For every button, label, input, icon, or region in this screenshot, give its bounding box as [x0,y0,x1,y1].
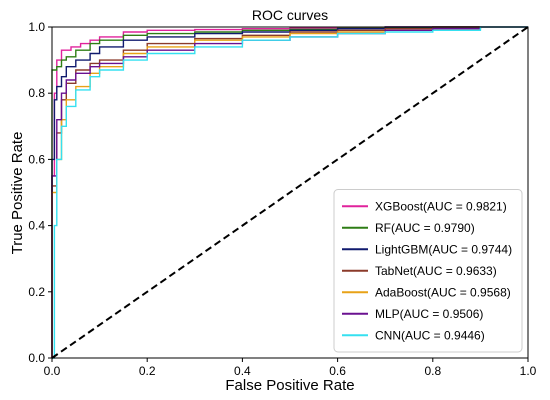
y-tick-label: 0.4 [28,219,45,233]
x-tick-label: 0.2 [139,364,156,378]
legend-label: CNN(AUC = 0.9446) [375,328,485,342]
roc-curve-3 [51,26,528,358]
y-axis-label: True Positive Rate [9,132,26,255]
roc-curve-2 [51,26,528,358]
legend-label: RF(AUC = 0.9790) [375,221,475,235]
y-tick-label: 0.2 [28,285,45,299]
chart-title: ROC curves [252,7,328,23]
legend-label: TabNet(AUC = 0.9633) [375,264,497,278]
roc-curve-6 [52,26,528,359]
chance-diagonal [51,26,529,359]
y-tick-label: 0.0 [28,351,45,365]
x-axis-label: False Positive Rate [225,377,354,394]
x-tick-label: 0.0 [44,364,61,378]
y-tick-label: 0.6 [28,152,45,166]
x-tick-label: 0.4 [234,364,251,378]
x-tick-label: 0.6 [329,364,346,378]
x-tick-label: 0.8 [424,364,441,378]
x-tick-label: 1.0 [520,364,537,378]
legend-box [333,189,523,353]
y-tick-label: 0.8 [28,86,45,100]
legend-label: LightGBM(AUC = 0.9744) [375,242,512,256]
legend-label: AdaBoost(AUC = 0.9568) [375,285,511,299]
plot-frame [51,26,529,359]
y-tick-label: 1.0 [28,20,45,34]
legend-label: XGBoost(AUC = 0.9821) [375,199,507,213]
legend-label: MLP(AUC = 0.9506) [375,307,483,321]
